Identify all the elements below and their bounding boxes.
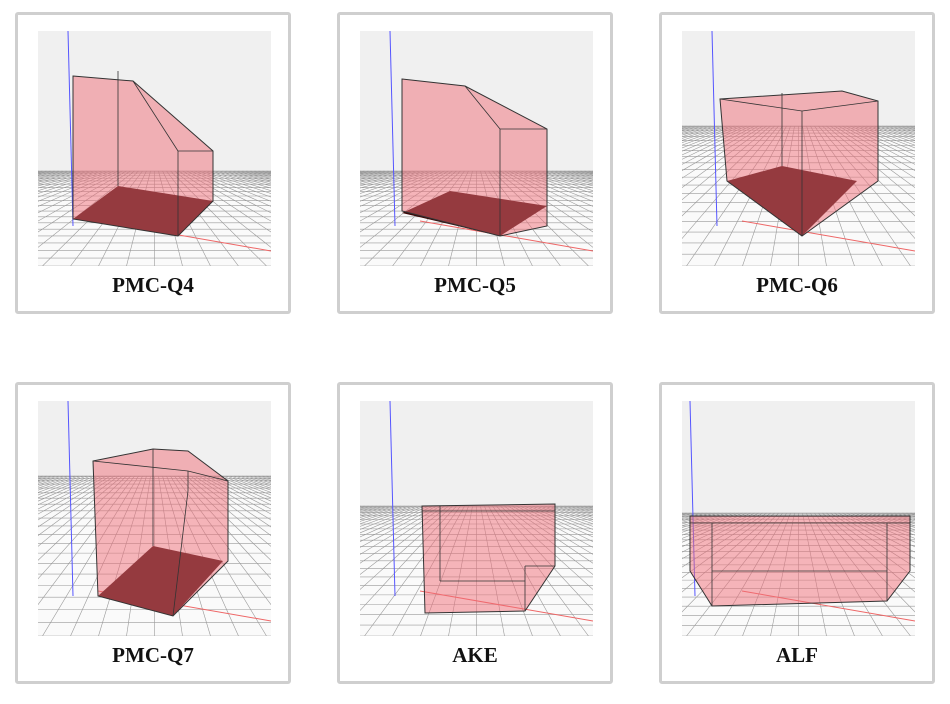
grid-line bbox=[210, 475, 271, 506]
grid-line bbox=[360, 505, 433, 543]
card-label: PMC-Q6 bbox=[756, 273, 838, 297]
grid-line bbox=[190, 170, 271, 207]
grid-line bbox=[38, 170, 99, 189]
render-view bbox=[682, 401, 915, 636]
grid-line bbox=[38, 170, 107, 194]
z-axis bbox=[67, 31, 74, 227]
grid-line bbox=[38, 475, 103, 510]
card-label: PMC-Q7 bbox=[112, 643, 194, 667]
grid-line bbox=[360, 170, 433, 198]
container-card[interactable]: PMC-Q4 bbox=[15, 12, 291, 314]
grid-line bbox=[360, 505, 425, 534]
container-card[interactable]: ALF bbox=[659, 382, 935, 684]
container-card[interactable]: AKE bbox=[337, 382, 613, 684]
grid-line bbox=[38, 475, 99, 506]
x-axis bbox=[741, 220, 915, 252]
grid-line bbox=[38, 475, 115, 528]
grid-line bbox=[520, 505, 593, 543]
z-axis bbox=[67, 401, 74, 597]
container-shape bbox=[689, 515, 911, 607]
grid-line bbox=[842, 125, 915, 165]
grid-line bbox=[360, 170, 425, 191]
grid-line bbox=[528, 505, 593, 534]
grid-line bbox=[682, 125, 743, 152]
render-view bbox=[682, 31, 915, 266]
grid-line bbox=[532, 505, 593, 530]
grid-line bbox=[198, 475, 271, 521]
grid-line bbox=[854, 125, 915, 152]
grid-line bbox=[194, 170, 271, 202]
grid-line bbox=[360, 170, 429, 194]
grid-line bbox=[38, 475, 123, 547]
render-view bbox=[38, 31, 271, 266]
grid-line bbox=[38, 475, 107, 515]
render-view bbox=[360, 401, 593, 636]
grid-line bbox=[38, 475, 119, 537]
container-card[interactable]: PMC-Q7 bbox=[15, 382, 291, 684]
grid-line bbox=[682, 125, 751, 160]
grid-line bbox=[682, 125, 747, 156]
grid-line bbox=[360, 505, 429, 538]
grid-line bbox=[524, 170, 593, 194]
grid-line bbox=[202, 475, 271, 515]
card-label: PMC-Q4 bbox=[112, 273, 194, 297]
grid-line bbox=[516, 170, 593, 202]
z-axis bbox=[711, 31, 718, 227]
grid-line bbox=[682, 512, 743, 536]
grid-line bbox=[360, 505, 449, 575]
grid-line bbox=[516, 505, 593, 548]
edge bbox=[187, 470, 229, 482]
render-view bbox=[38, 401, 271, 636]
grid-line bbox=[532, 170, 593, 189]
container-shape bbox=[421, 503, 556, 614]
grid-line bbox=[198, 170, 271, 198]
edge bbox=[132, 80, 179, 152]
grid-line bbox=[850, 125, 915, 156]
card-label: PMC-Q5 bbox=[434, 273, 516, 297]
grid-line bbox=[202, 170, 271, 194]
edge bbox=[801, 100, 879, 112]
grid-line bbox=[360, 505, 421, 530]
grid-line bbox=[512, 170, 593, 207]
grid-line bbox=[682, 125, 759, 171]
z-axis bbox=[389, 31, 396, 227]
grid-line bbox=[524, 505, 593, 538]
grid-line bbox=[360, 505, 441, 555]
grid-line bbox=[360, 170, 421, 189]
edge bbox=[464, 85, 501, 130]
container-shape bbox=[719, 90, 879, 237]
edge bbox=[719, 98, 803, 112]
grid-line bbox=[206, 475, 271, 510]
card-label: AKE bbox=[452, 643, 498, 667]
grid-line bbox=[360, 170, 437, 202]
edge bbox=[172, 490, 189, 617]
grid-line bbox=[360, 505, 437, 548]
grid-line bbox=[210, 170, 271, 189]
render-view bbox=[360, 31, 593, 266]
container-shape bbox=[92, 448, 229, 617]
grid-line bbox=[194, 475, 271, 528]
card-label: ALF bbox=[776, 643, 818, 667]
grid-line bbox=[360, 505, 445, 564]
grid-line bbox=[528, 170, 593, 191]
z-axis bbox=[389, 401, 396, 597]
grid-line bbox=[186, 170, 271, 214]
grid-line bbox=[38, 170, 111, 198]
grid-line bbox=[846, 125, 915, 160]
container-card[interactable]: PMC-Q6 bbox=[659, 12, 935, 314]
x-axis bbox=[419, 220, 593, 252]
grid-line bbox=[520, 170, 593, 198]
grid-line bbox=[38, 475, 111, 521]
grid-line bbox=[682, 125, 755, 165]
grid-line bbox=[206, 170, 271, 191]
edge bbox=[92, 460, 189, 472]
container-card[interactable]: PMC-Q5 bbox=[337, 12, 613, 314]
grid-line bbox=[38, 170, 103, 191]
